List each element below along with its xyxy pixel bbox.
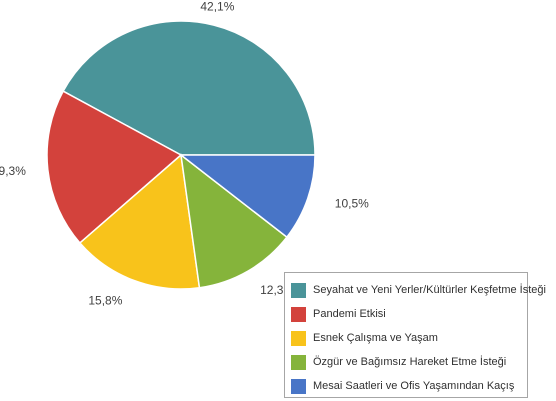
data-label-2: 19,3% bbox=[0, 164, 26, 178]
legend-swatch bbox=[291, 354, 306, 370]
legend-swatch bbox=[291, 330, 306, 346]
data-label-5: 10,5% bbox=[335, 196, 369, 210]
legend-item-3[interactable]: Esnek Çalışma ve Yaşam bbox=[291, 326, 527, 350]
data-label-3: 15,8% bbox=[88, 294, 122, 308]
legend-label: Seyahat ve Yeni Yerler/Kültürler Keşfetm… bbox=[313, 284, 546, 296]
pie-slice-5[interactable] bbox=[178, 154, 316, 239]
legend: Seyahat ve Yeni Yerler/Kültürler Keşfetm… bbox=[284, 272, 546, 398]
legend-label: Pandemi Etkisi bbox=[313, 308, 386, 320]
legend-label: Mesai Saatleri ve Ofis Yaşamından Kaçış bbox=[313, 380, 515, 392]
legend-item-2[interactable]: Pandemi Etkisi bbox=[291, 302, 527, 326]
legend-swatch bbox=[291, 378, 306, 394]
legend-item-4[interactable]: Özgür ve Bağımsız Hareket Etme İsteği bbox=[291, 350, 527, 374]
pie-slice-1[interactable] bbox=[62, 20, 316, 156]
legend-label: Esnek Çalışma ve Yaşam bbox=[313, 332, 438, 344]
legend-item-5[interactable]: Mesai Saatleri ve Ofis Yaşamından Kaçış bbox=[291, 374, 527, 398]
legend-swatch bbox=[291, 282, 306, 298]
legend-item-1[interactable]: Seyahat ve Yeni Yerler/Kültürler Keşfetm… bbox=[291, 278, 546, 302]
pie-slice-2[interactable] bbox=[46, 90, 183, 245]
data-label-1: 42,1% bbox=[200, 0, 234, 14]
legend-label: Özgür ve Bağımsız Hareket Etme İsteği bbox=[313, 356, 507, 368]
pie-slice-4[interactable] bbox=[180, 153, 288, 289]
pie-slice-3[interactable] bbox=[78, 153, 201, 290]
legend-swatch bbox=[291, 306, 306, 322]
